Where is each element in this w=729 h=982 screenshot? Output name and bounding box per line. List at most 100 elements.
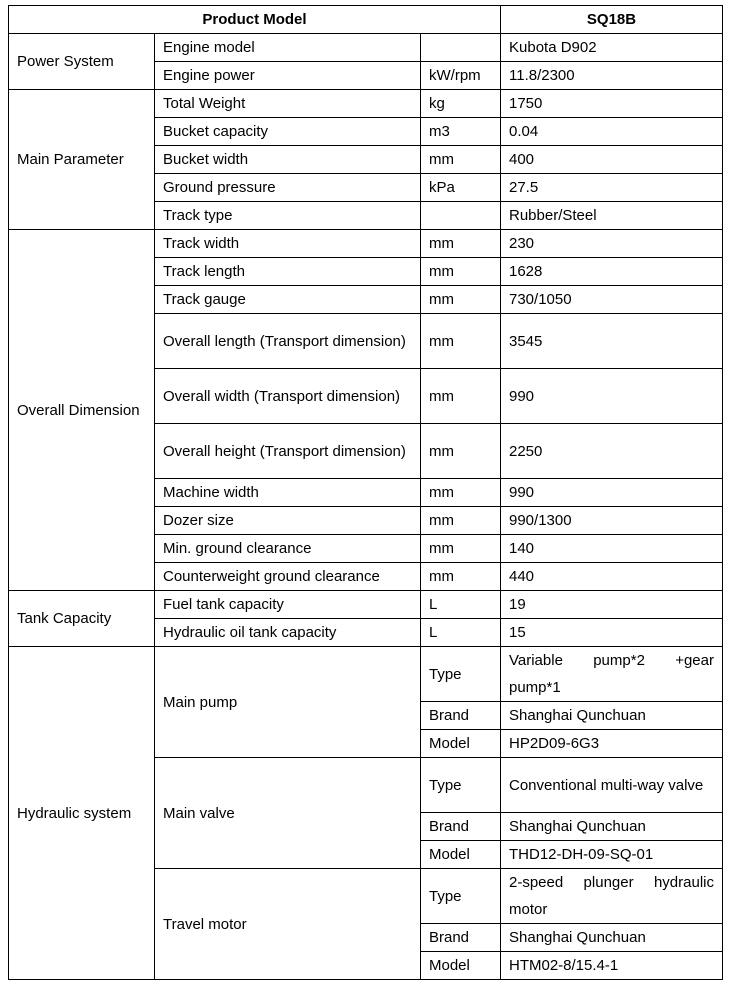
component-value: 2-speed plunger hydraulic motor [500, 868, 723, 924]
param-value: 15 [500, 618, 723, 647]
table-row: Overall width (Transport dimension) mm 990 [9, 368, 723, 424]
param-unit: mm [420, 368, 501, 424]
component-attr: Brand [420, 923, 501, 952]
param-name: Overall length (Transport dimension) [154, 313, 421, 369]
param-value: 1628 [500, 257, 723, 286]
product-model-label: Product Model [8, 5, 501, 34]
component-attr: Type [420, 646, 501, 702]
param-name: Bucket capacity [154, 117, 421, 146]
group-label: Main Parameter [8, 89, 155, 230]
param-value: 2250 [500, 423, 723, 479]
param-unit: mm [420, 534, 501, 563]
table-row: Main valve Type Conventional multi-way val… [9, 757, 723, 869]
component-attr: Brand [420, 812, 501, 841]
param-unit [420, 201, 501, 230]
table-row: Machine width mm 990 [9, 478, 723, 507]
param-name: Counterweight ground clearance [154, 562, 421, 591]
param-name: Hydraulic oil tank capacity [154, 618, 421, 647]
component-value: Shanghai Qunchuan [500, 812, 723, 841]
param-unit: kW/rpm [420, 61, 501, 90]
param-unit: mm [420, 562, 501, 591]
param-value: 140 [500, 534, 723, 563]
table-row: Travel motor Type 2-speed plunger hydrauli… [9, 868, 723, 980]
param-name: Track type [154, 201, 421, 230]
param-value: 0.04 [500, 117, 723, 146]
param-unit: mm [420, 423, 501, 479]
param-value: 440 [500, 562, 723, 591]
table-row: Bucket width mm 400 [9, 145, 723, 174]
component-name: Main pump [154, 646, 421, 758]
table-row: Brand Shanghai Qunchuan [9, 701, 723, 730]
param-unit: mm [420, 145, 501, 174]
table-row: Overall height (Transport dimension) mm 22… [9, 423, 723, 479]
table-row: Overall Dimension Track width mm 230 [8, 229, 723, 591]
component-value: Conventional multi-way valve [500, 757, 723, 813]
component-attr: Brand [420, 701, 501, 730]
param-unit: mm [420, 313, 501, 369]
table-row: Model HTM02-8/15.4-1 [9, 951, 723, 980]
table-row: Track type Rubber/Steel [9, 201, 723, 230]
component-attr: Model [420, 951, 501, 980]
component-value: Shanghai Qunchuan [500, 701, 723, 730]
product-model-value: SQ18B [500, 5, 723, 34]
table-row: Hydraulic system Main pump Type Variable pu… [8, 646, 723, 980]
param-value: 11.8/2300 [500, 61, 723, 90]
spec-table: Product Model SQ18B Power System Engine m… [8, 5, 723, 980]
param-unit: mm [420, 229, 501, 258]
param-value: 230 [500, 229, 723, 258]
table-row: Min. ground clearance mm 140 [9, 534, 723, 563]
param-value: 400 [500, 145, 723, 174]
param-value: 990 [500, 478, 723, 507]
group-label: Tank Capacity [8, 590, 155, 647]
table-row: Power System Engine model Kubota D902 [8, 33, 723, 90]
table-row: Brand Shanghai Qunchuan [9, 923, 723, 952]
param-value: 1750 [500, 89, 723, 118]
param-unit: L [420, 590, 501, 619]
table-row: Counterweight ground clearance mm 440 [9, 562, 723, 591]
param-value: 3545 [500, 313, 723, 369]
header-row: Product Model SQ18B [8, 5, 723, 34]
param-name: Track length [154, 257, 421, 286]
table-row: Brand Shanghai Qunchuan [9, 812, 723, 841]
group-label: Power System [8, 33, 155, 90]
param-unit: mm [420, 257, 501, 286]
table-row: Ground pressure kPa 27.5 [9, 173, 723, 202]
param-name: Machine width [154, 478, 421, 507]
param-value: 990 [500, 368, 723, 424]
component-name: Main valve [154, 757, 421, 869]
param-name: Track gauge [154, 285, 421, 314]
param-value: 19 [500, 590, 723, 619]
table-row: Overall length (Transport dimension) mm 35… [9, 313, 723, 369]
group-label: Hydraulic system [8, 646, 155, 980]
component-value: HTM02-8/15.4-1 [500, 951, 723, 980]
table-row: Engine power kW/rpm 11.8/2300 [9, 61, 723, 90]
param-name: Total Weight [154, 89, 421, 118]
table-row: Dozer size mm 990/1300 [9, 506, 723, 535]
param-value: Rubber/Steel [500, 201, 723, 230]
param-name: Engine model [154, 33, 421, 62]
param-name: Dozer size [154, 506, 421, 535]
param-name: Fuel tank capacity [154, 590, 421, 619]
component-attr: Type [420, 868, 501, 924]
param-unit [420, 33, 501, 62]
param-unit: m3 [420, 117, 501, 146]
param-name: Overall height (Transport dimension) [154, 423, 421, 479]
table-row: Tank Capacity Fuel tank capacity L 19 [8, 590, 723, 647]
param-unit: kg [420, 89, 501, 118]
component-attr: Model [420, 729, 501, 758]
param-name: Ground pressure [154, 173, 421, 202]
table-row: Main Parameter Total Weight kg 1750 [8, 89, 723, 230]
component-attr: Type [420, 757, 501, 813]
component-name: Travel motor [154, 868, 421, 980]
param-value: 730/1050 [500, 285, 723, 314]
param-unit: kPa [420, 173, 501, 202]
component-attr: Model [420, 840, 501, 869]
param-name: Track width [154, 229, 421, 258]
component-value: HP2D09-6G3 [500, 729, 723, 758]
param-unit: mm [420, 506, 501, 535]
param-name: Engine power [154, 61, 421, 90]
table-row: Bucket capacity m3 0.04 [9, 117, 723, 146]
param-name: Bucket width [154, 145, 421, 174]
param-name: Min. ground clearance [154, 534, 421, 563]
param-value: 990/1300 [500, 506, 723, 535]
